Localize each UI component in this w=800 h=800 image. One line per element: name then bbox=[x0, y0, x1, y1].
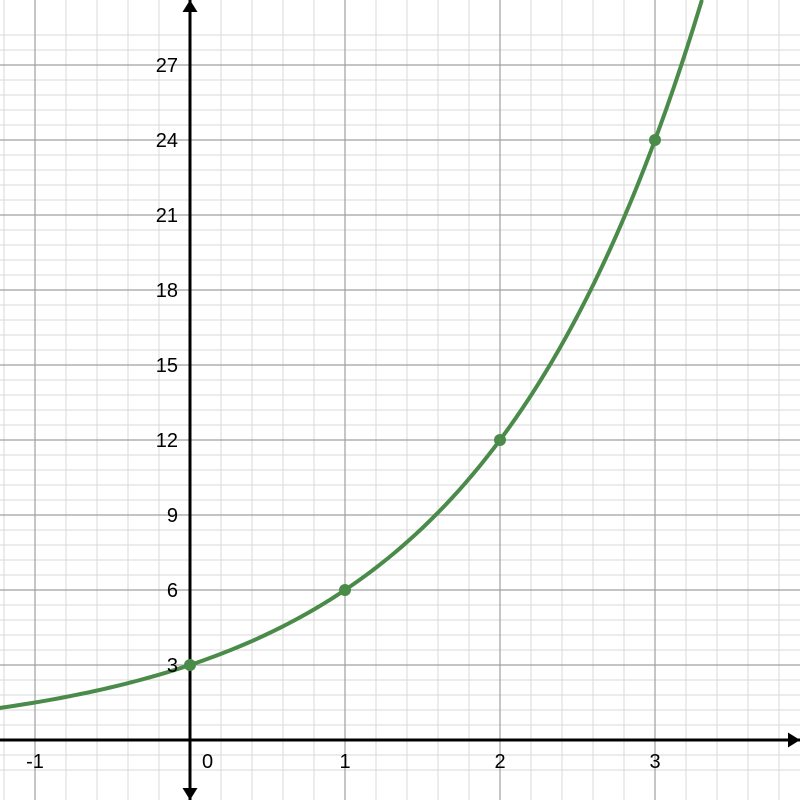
y-tick-label: 3 bbox=[167, 655, 178, 677]
chart-svg: -101234369121518212427 bbox=[0, 0, 800, 800]
data-point bbox=[494, 434, 506, 446]
y-tick-label: 12 bbox=[156, 430, 178, 452]
y-tick-label: 18 bbox=[156, 280, 178, 302]
y-tick-label: 24 bbox=[156, 130, 178, 152]
y-tick-label: 27 bbox=[156, 55, 178, 77]
x-tick-label: 3 bbox=[649, 751, 660, 773]
data-point bbox=[184, 659, 196, 671]
data-point bbox=[649, 134, 661, 146]
chart-container: -101234369121518212427 bbox=[0, 0, 800, 800]
x-tick-label: -1 bbox=[26, 751, 44, 773]
y-tick-label: 21 bbox=[156, 205, 178, 227]
y-tick-label: 9 bbox=[167, 505, 178, 527]
data-point bbox=[339, 584, 351, 596]
y-tick-label: 15 bbox=[156, 355, 178, 377]
x-tick-label: 2 bbox=[494, 751, 505, 773]
x-tick-label: 0 bbox=[202, 751, 213, 773]
y-tick-label: 6 bbox=[167, 580, 178, 602]
x-tick-label: 1 bbox=[339, 751, 350, 773]
